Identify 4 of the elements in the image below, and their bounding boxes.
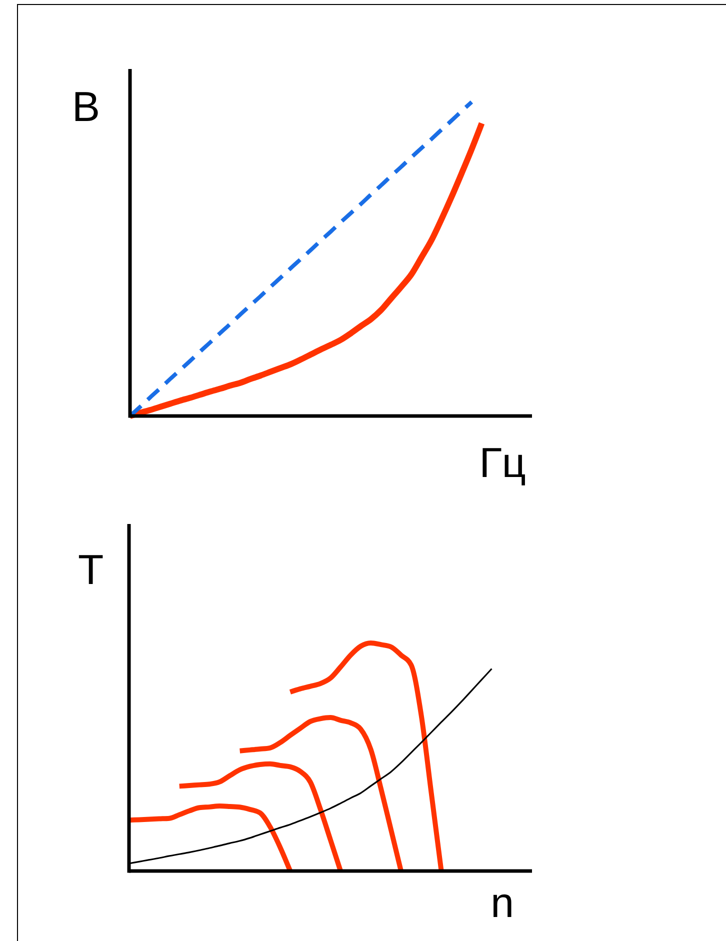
y-axis-title: T xyxy=(78,546,104,593)
x-axis-title: n xyxy=(490,879,514,926)
y-axis-title: В xyxy=(72,83,100,130)
x-axis-title: Гц xyxy=(479,439,526,486)
